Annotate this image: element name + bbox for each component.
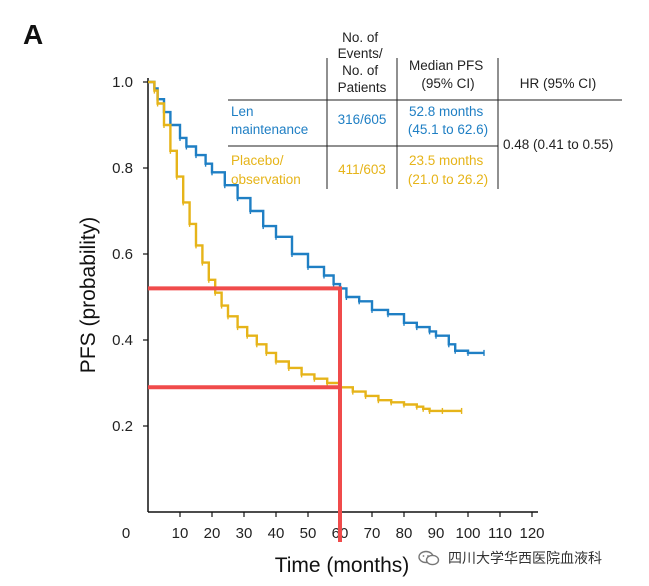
y-tick-label: 0.2 bbox=[112, 418, 133, 435]
watermark: 四川大学华西医院血液科 bbox=[418, 548, 602, 568]
table-placebo-label: Placebo/ observation bbox=[231, 153, 301, 187]
y-tick-label: 0.6 bbox=[112, 246, 133, 263]
table-len-label: Len maintenance bbox=[231, 104, 308, 137]
table-header-events: No. of Events/ No. of Patients bbox=[338, 30, 387, 95]
y-ticks: 0.2 0.4 0.6 0.8 1.0 bbox=[112, 74, 148, 435]
wechat-icon bbox=[418, 550, 440, 566]
table-len-median-line1: 52.8 months bbox=[409, 104, 484, 119]
table-header-median-line1: Median PFS bbox=[409, 58, 483, 73]
watermark-text: 四川大学华西医院血液科 bbox=[448, 551, 602, 567]
x-tick-label: 40 bbox=[268, 525, 285, 542]
x-axis-title: Time (months) bbox=[275, 554, 410, 577]
table-header-events-line2: Events/ bbox=[338, 46, 383, 61]
y-axis-title: PFS (probability) bbox=[77, 217, 100, 373]
x-tick-label: 120 bbox=[519, 525, 544, 542]
table-placebo-events: 411/603 bbox=[338, 162, 386, 177]
table-len-label-line1: Len bbox=[231, 104, 254, 119]
table-hr-value: 0.48 (0.41 to 0.55) bbox=[503, 137, 613, 152]
reference-lines bbox=[148, 286, 342, 542]
results-table: No. of Events/ No. of Patients Median PF… bbox=[228, 30, 622, 189]
table-len-median: 52.8 months (45.1 to 62.6) bbox=[408, 104, 488, 137]
x-tick-label: 20 bbox=[204, 525, 221, 542]
table-placebo-median: 23.5 months (21.0 to 26.2) bbox=[408, 153, 488, 187]
series-len-maintenance bbox=[148, 80, 484, 355]
x-tick-label: 100 bbox=[455, 525, 480, 542]
table-placebo-label-line2: observation bbox=[231, 172, 301, 187]
x-tick-label: 50 bbox=[300, 525, 317, 542]
series-layer bbox=[148, 80, 485, 414]
x-tick-label: 80 bbox=[396, 525, 413, 542]
x-tick-label: 10 bbox=[172, 525, 189, 542]
y-tick-label: 1.0 bbox=[112, 74, 133, 91]
table-header-events-line1: No. of bbox=[342, 30, 378, 45]
y-tick-label: 0.4 bbox=[112, 332, 133, 349]
x-tick-label: 90 bbox=[428, 525, 445, 542]
x-tick-label: 0 bbox=[122, 525, 130, 542]
table-len-label-line2: maintenance bbox=[231, 122, 308, 137]
x-tick-label: 70 bbox=[364, 525, 381, 542]
table-header-hr: HR (95% CI) bbox=[520, 76, 597, 91]
table-header-events-line3: No. of bbox=[342, 63, 378, 78]
x-tick-label: 30 bbox=[236, 525, 253, 542]
axes bbox=[147, 78, 538, 513]
table-placebo-label-line1: Placebo/ bbox=[231, 153, 284, 168]
table-len-events: 316/605 bbox=[338, 112, 387, 127]
x-ticks: 0102030405060708090100110120 bbox=[122, 512, 545, 542]
table-header-events-line4: Patients bbox=[338, 80, 387, 95]
x-tick-label: 110 bbox=[488, 525, 512, 542]
table-header-median-line2: (95% CI) bbox=[421, 76, 474, 91]
table-placebo-median-line2: (21.0 to 26.2) bbox=[408, 172, 488, 187]
y-tick-label: 0.8 bbox=[112, 160, 133, 177]
table-len-median-line2: (45.1 to 62.6) bbox=[408, 122, 488, 137]
panel-label: A bbox=[23, 19, 43, 50]
table-header-median: Median PFS (95% CI) bbox=[409, 58, 487, 91]
table-placebo-median-line1: 23.5 months bbox=[409, 153, 484, 168]
